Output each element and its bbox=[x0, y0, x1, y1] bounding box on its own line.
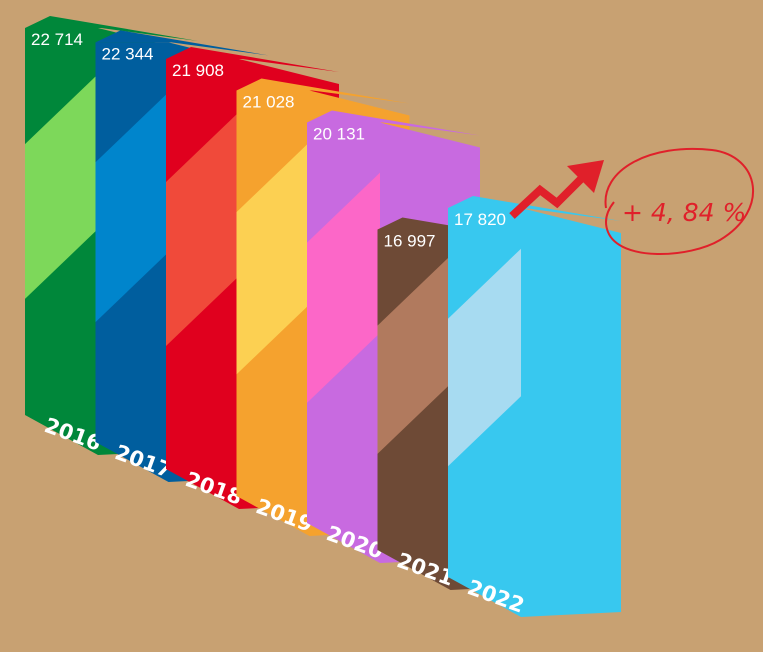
trend-arrow-head bbox=[567, 160, 604, 193]
annotation-circle bbox=[604, 147, 755, 255]
value-label-2022: 17 820 bbox=[454, 210, 506, 229]
bar-stripe bbox=[95, 92, 169, 323]
value-label-2018: 21 908 bbox=[172, 61, 224, 80]
bar-side-face bbox=[521, 208, 621, 617]
trend-arrow-line bbox=[509, 167, 593, 219]
bar-stripe bbox=[236, 142, 310, 375]
trend-arrow bbox=[509, 160, 604, 219]
bar-stripe bbox=[307, 172, 380, 403]
bar-stripe bbox=[377, 255, 451, 454]
bar-stripe bbox=[448, 248, 521, 467]
value-label-2019: 21 028 bbox=[243, 92, 295, 111]
bar-stripe bbox=[25, 74, 98, 299]
bar-top-face bbox=[307, 110, 480, 136]
value-label-2016: 22 714 bbox=[31, 30, 83, 49]
value-label-2020: 20 131 bbox=[313, 125, 365, 144]
bar-stripe bbox=[166, 112, 239, 347]
value-label-2021: 16 997 bbox=[384, 232, 436, 251]
bar-top-face bbox=[95, 30, 269, 56]
growth-annotation: + 4, 84 % bbox=[604, 147, 755, 255]
growth-percentage: + 4, 84 % bbox=[622, 198, 746, 227]
bar-top-face bbox=[236, 78, 410, 104]
bar-top-face bbox=[25, 16, 198, 41]
bar-top-face bbox=[448, 196, 621, 221]
value-label-2017: 22 344 bbox=[102, 44, 154, 63]
bar-top-face bbox=[166, 47, 339, 73]
